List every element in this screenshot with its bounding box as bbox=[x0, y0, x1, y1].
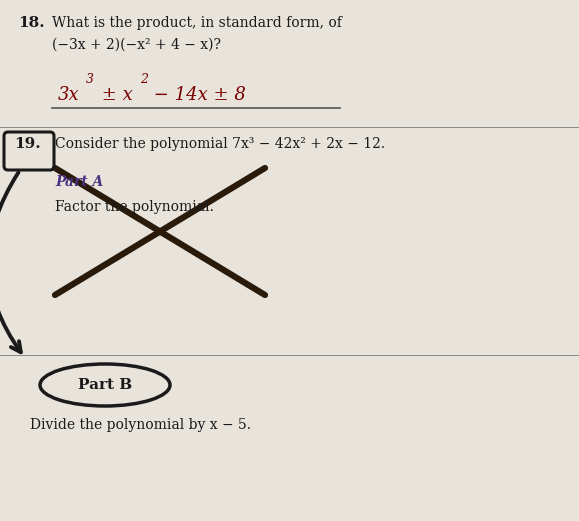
Text: 3: 3 bbox=[86, 73, 94, 86]
Text: (−3x + 2)(−x² + 4 − x)?: (−3x + 2)(−x² + 4 − x)? bbox=[52, 38, 221, 52]
Text: − 14x ± 8: − 14x ± 8 bbox=[148, 86, 246, 104]
Text: 2: 2 bbox=[140, 73, 148, 86]
Text: Part A: Part A bbox=[55, 175, 103, 189]
Text: What is the product, in standard form, of: What is the product, in standard form, o… bbox=[52, 16, 342, 30]
Text: Part B: Part B bbox=[78, 378, 132, 392]
Text: 18.: 18. bbox=[18, 16, 45, 30]
Text: 3x: 3x bbox=[58, 86, 80, 104]
Text: Consider the polynomial 7x³ − 42x² + 2x − 12.: Consider the polynomial 7x³ − 42x² + 2x … bbox=[55, 137, 385, 151]
FancyArrowPatch shape bbox=[0, 172, 21, 352]
Text: Factor the polynomial.: Factor the polynomial. bbox=[55, 200, 214, 214]
Text: ± x: ± x bbox=[96, 86, 133, 104]
Text: Divide the polynomial by x − 5.: Divide the polynomial by x − 5. bbox=[30, 418, 251, 432]
Text: 19.: 19. bbox=[14, 137, 41, 151]
